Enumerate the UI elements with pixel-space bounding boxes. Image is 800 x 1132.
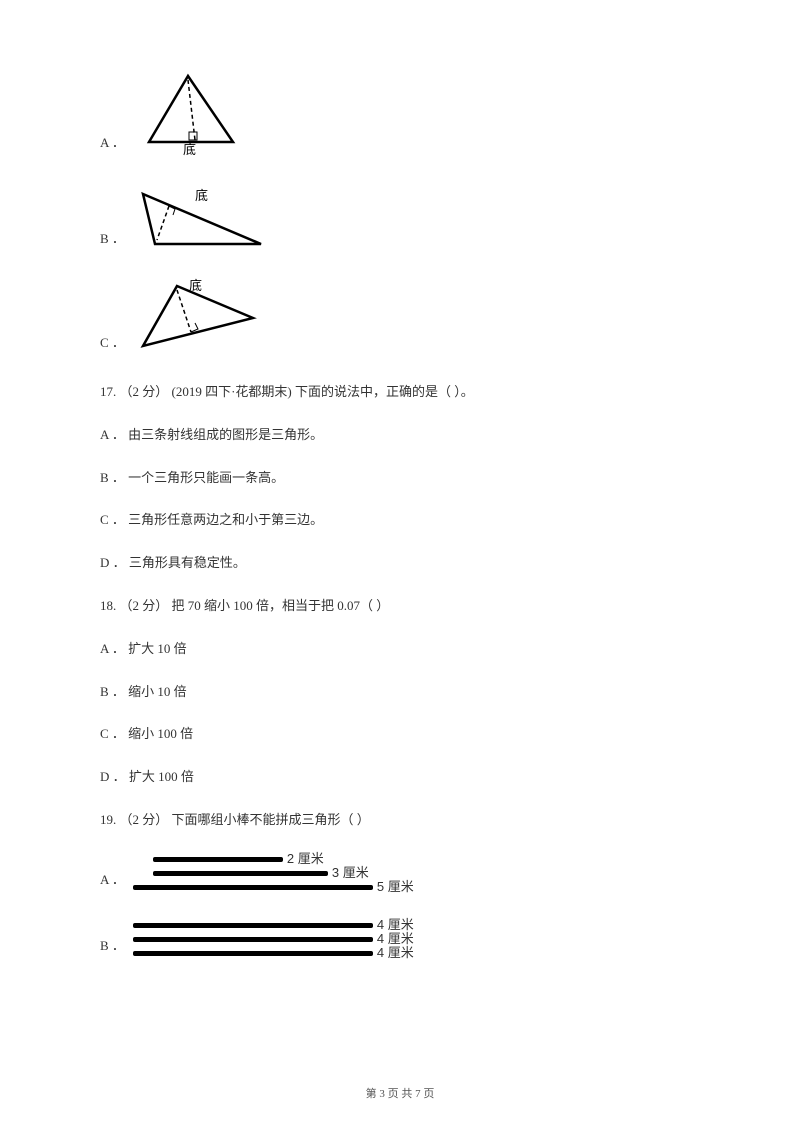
bars-figure-B: 4 厘米4 厘米4 厘米 xyxy=(133,919,414,961)
base-label-C: 底 xyxy=(189,278,202,293)
bar-row: 4 厘米 xyxy=(133,933,414,947)
q17-option-B: B ． 一个三角形只能画一条高。 xyxy=(100,468,700,489)
option-letter: B ． xyxy=(100,936,125,957)
stick-bar xyxy=(133,885,373,890)
q16-option-B: B ． 底 xyxy=(100,182,700,254)
stick-label: 2 厘米 xyxy=(287,849,324,870)
q17-stem: 17. （2 分） (2019 四下·花都期末) 下面的说法中，正确的是（ ）。 xyxy=(100,382,700,403)
bar-row: 5 厘米 xyxy=(133,881,414,895)
q18-option-D: D ． 扩大 100 倍 xyxy=(100,767,700,788)
bar-row: 4 厘米 xyxy=(133,919,414,933)
stick-bar xyxy=(133,951,373,956)
q16-option-C: C ． 底 xyxy=(100,278,700,358)
base-label-B: 底 xyxy=(195,188,208,203)
page-footer: 第 3 页 共 7 页 xyxy=(0,1086,800,1104)
stick-bar xyxy=(153,871,328,876)
stick-label: 5 厘米 xyxy=(377,877,414,898)
bar-row: 2 厘米 xyxy=(133,853,414,867)
q18-option-C: C ． 缩小 100 倍 xyxy=(100,724,700,745)
q19-stem: 19. （2 分） 下面哪组小棒不能拼成三角形（ ） xyxy=(100,810,700,831)
bar-row: 4 厘米 xyxy=(133,947,414,961)
q17-option-A: A ． 由三条射线组成的图形是三角形。 xyxy=(100,425,700,446)
q18-option-A: A ． 扩大 10 倍 xyxy=(100,639,700,660)
q17-option-D: D ． 三角形具有稳定性。 xyxy=(100,553,700,574)
q17-option-C: C ． 三角形任意两边之和小于第三边。 xyxy=(100,510,700,531)
option-letter: C ． xyxy=(100,333,125,354)
option-letter: B ． xyxy=(100,229,125,250)
q19-option-A: A ． 2 厘米3 厘米5 厘米 xyxy=(100,853,700,895)
q16-option-A: A ． 底 xyxy=(100,70,700,158)
base-label-A: 底 xyxy=(183,142,196,157)
option-letter: A ． xyxy=(100,133,125,154)
stick-label: 4 厘米 xyxy=(377,943,414,964)
triangle-figure-C: 底 xyxy=(133,278,263,358)
q18-option-B: B ． 缩小 10 倍 xyxy=(100,682,700,703)
stick-bar xyxy=(133,937,373,942)
bar-row: 3 厘米 xyxy=(133,867,414,881)
option-letter: A ． xyxy=(100,870,125,891)
triangle-figure-B: 底 xyxy=(133,182,273,254)
triangle-figure-A: 底 xyxy=(133,70,243,158)
stick-bar xyxy=(153,857,283,862)
stick-bar xyxy=(133,923,373,928)
stick-label: 3 厘米 xyxy=(332,863,369,884)
q18-stem: 18. （2 分） 把 70 缩小 100 倍，相当于把 0.07（ ） xyxy=(100,596,700,617)
bars-figure-A: 2 厘米3 厘米5 厘米 xyxy=(133,853,414,895)
q19-option-B: B ． 4 厘米4 厘米4 厘米 xyxy=(100,919,700,961)
